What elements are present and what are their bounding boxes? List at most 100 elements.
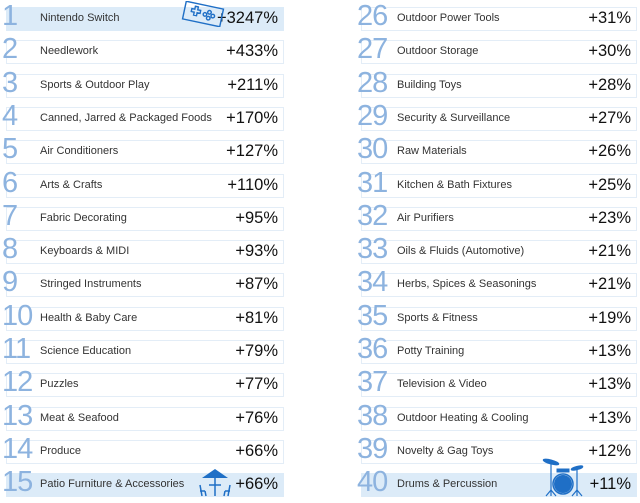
ranking-row: 39 Novelty & Gag Toys +12% [357,433,637,466]
growth-value: +28% [588,75,631,94]
ranking-row: 38 Outdoor Heating & Cooling +13% [357,400,637,433]
category-label: Raw Materials [397,145,467,158]
growth-value: +87% [235,275,278,294]
category-label: Arts & Crafts [40,178,103,191]
ranking-row: 15 Patio Furniture & Accessories +66% [2,466,284,499]
rank-number: 3 [2,66,18,99]
ranking-row: 27 Outdoor Storage +30% [357,33,637,66]
rank-number: 28 [357,66,388,99]
game-controller-icon [180,0,226,28]
category-label: Drums & Percussion [397,478,498,491]
rank-number: 10 [2,299,33,332]
growth-value: +66% [235,441,278,460]
row-box [6,273,284,298]
rank-number: 13 [2,399,33,432]
rank-number: 34 [357,266,388,299]
row-box [361,106,637,131]
growth-value: +66% [235,475,278,494]
growth-value: +81% [235,308,278,327]
category-label: Air Conditioners [40,145,119,158]
row-box [361,206,637,231]
ranking-row: 14 Produce +66% [2,433,284,466]
ranking-row: 35 Sports & Fitness +19% [357,300,637,333]
rank-number: 31 [357,166,388,199]
growth-value: +433% [226,42,278,61]
growth-value: +77% [235,375,278,394]
rank-number: 32 [357,199,388,232]
row-box [361,273,637,298]
row-box [6,40,284,65]
category-label: Fabric Decorating [40,211,127,224]
rank-number: 7 [2,199,18,232]
category-label: Herbs, Spices & Seasonings [397,278,537,291]
category-label: Health & Baby Care [40,311,138,324]
category-label: Needlework [40,45,99,58]
growth-value: +79% [235,342,278,360]
category-label: Stringed Instruments [40,278,142,291]
row-box [6,240,284,265]
patio-table-icon [198,466,232,498]
growth-value: +27% [588,108,631,127]
ranking-row: 40 Drums & Percussion +11% [357,458,637,499]
growth-value: +170% [226,108,278,127]
growth-value: +76% [235,408,278,427]
row-box [6,73,284,98]
growth-value: +11% [589,475,631,494]
growth-value: +110% [227,175,278,194]
ranking-row: 5 Air Conditioners +127% [2,133,284,166]
ranking-row: 31 Kitchen & Bath Fixtures +25% [357,167,637,200]
row-box [6,340,284,364]
rank-number: 11 [2,333,31,365]
category-label: Sports & Fitness [397,311,478,324]
growth-value: +30% [588,42,631,61]
row-box [361,340,637,364]
ranking-row: 11 Science Education +79% [2,333,284,366]
row-box [361,406,637,431]
row-box [6,439,284,464]
rank-number: 29 [357,99,388,132]
rank-number: 37 [357,366,388,399]
ranking-row: 8 Keyboards & MIDI +93% [2,233,284,266]
row-box [361,140,637,165]
row-box [6,140,284,165]
category-label: Outdoor Storage [397,45,479,58]
row-box [6,206,284,231]
rank-number: 6 [2,166,18,199]
category-label: Keyboards & MIDI [40,245,130,258]
rank-number: 12 [2,366,33,399]
growth-value: +211% [227,75,278,94]
rank-number: 38 [357,399,388,432]
category-label: Produce [40,444,81,457]
row-box [361,173,637,198]
drum-kit-icon [541,454,585,498]
ranking-row: 3 Sports & Outdoor Play +211% [2,67,284,100]
growth-value: +31% [588,9,631,27]
row-box [361,7,637,31]
category-label: Science Education [40,345,132,357]
ranking-row: 9 Stringed Instruments +87% [2,266,284,299]
row-box [6,173,284,198]
ranking-row: 2 Needlework +433% [2,33,284,66]
growth-value: +13% [588,408,631,427]
category-label: Potty Training [397,345,465,357]
category-label: Oils & Fluids (Automotive) [397,245,525,258]
ranking-row: 34 Herbs, Spices & Seasonings +21% [357,266,637,299]
category-label: Canned, Jarred & Packaged Foods [40,111,212,124]
rank-number: 5 [2,133,18,166]
ranking-row: 36 Potty Training +13% [357,333,637,366]
growth-value: +23% [588,208,631,227]
ranking-row: 13 Meat & Seafood +76% [2,400,284,433]
growth-value: +26% [588,142,631,161]
row-box [361,439,637,464]
ranking-row: 12 Puzzles +77% [2,366,284,399]
rank-number: 8 [2,233,18,266]
rank-number: 27 [357,33,388,66]
growth-value: +93% [235,242,278,261]
category-label: Nintendo Switch [40,12,120,24]
row-box [361,373,637,398]
category-label: Security & Surveillance [397,111,511,124]
rank-number: 15 [2,466,33,499]
category-label: Outdoor Heating & Cooling [397,411,529,424]
ranking-row: 37 Television & Video +13% [357,366,637,399]
row-box [6,7,284,31]
